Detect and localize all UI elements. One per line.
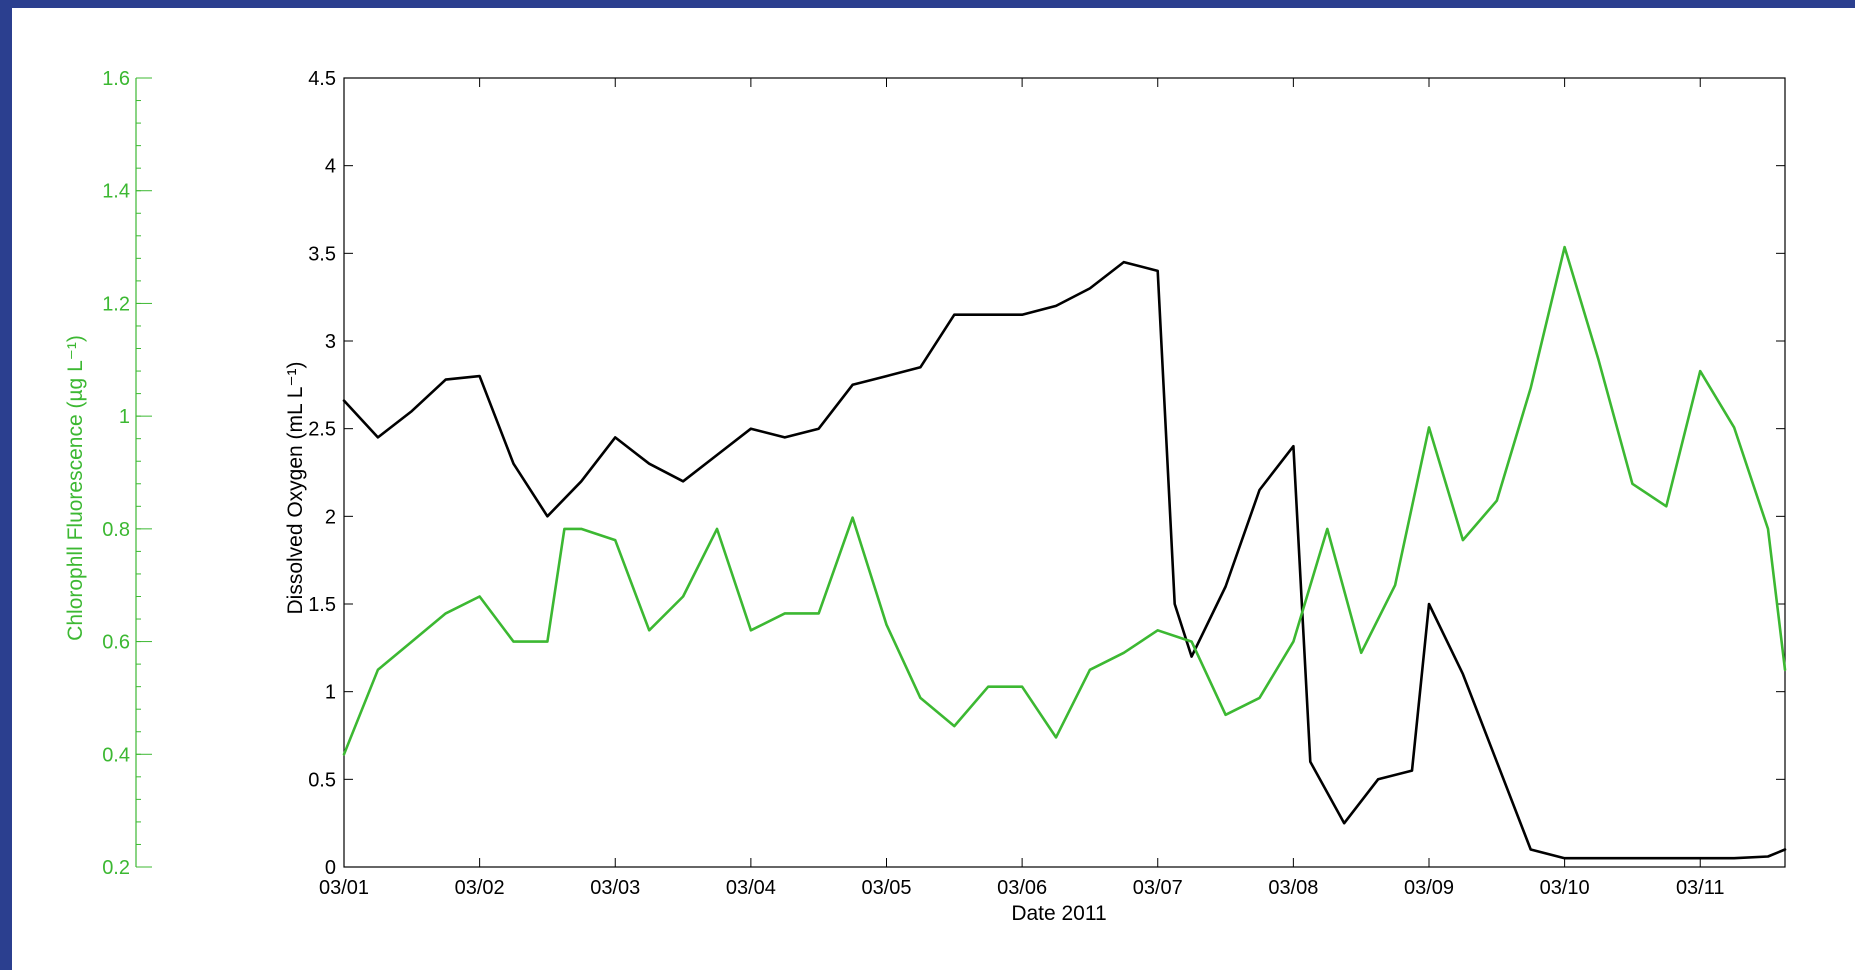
oxygen-tick-label: 3.5 xyxy=(308,243,336,265)
chlorophyll-tick-label: 0.2 xyxy=(102,857,130,879)
x-tick-label: 03/10 xyxy=(1540,877,1590,899)
plot-area xyxy=(343,77,1786,868)
left-y-axis: 0.2 0.4 0.6 0.8 1 1.2 1.4 1.6 xyxy=(102,68,152,879)
x-tick-label: 03/07 xyxy=(1133,877,1183,899)
x-tick-label: 03/05 xyxy=(861,877,911,899)
oxygen-tick-label: 2 xyxy=(325,506,336,528)
chlorophyll-tick-label: 0.6 xyxy=(102,632,130,654)
x-tick-label: 03/02 xyxy=(455,877,505,899)
x-tick-label: 03/04 xyxy=(726,877,776,899)
oxygen-series-line xyxy=(342,260,1787,860)
x-tick-label: 03/08 xyxy=(1268,877,1318,899)
oxygen-tick-label: 0 xyxy=(325,857,336,879)
chlorophyll-tick-label: 1.2 xyxy=(102,293,130,315)
oxygen-axis-title: Dissolved Oxygen (mL L⁻¹) xyxy=(284,361,307,614)
oxygen-tick-label: 3 xyxy=(325,331,336,353)
oxygen-tick-label: 0.5 xyxy=(308,769,336,791)
chlorophyll-axis-title: Chlorophll Fluorescence (µg L⁻¹) xyxy=(64,335,87,641)
x-tick-label: 03/09 xyxy=(1404,877,1454,899)
chlorophyll-tick-label: 0.8 xyxy=(102,519,130,541)
oxygen-tick-label: 4 xyxy=(325,156,336,178)
chlorophyll-tick-label: 1.4 xyxy=(102,181,130,203)
x-tick-label: 03/03 xyxy=(590,877,640,899)
oxygen-y-axis: 0 0.5 1 1.5 2 2.5 3 3.5 4 4.5 xyxy=(308,68,1785,879)
oxygen-tick-label: 1 xyxy=(325,682,336,704)
x-axis-title: Date 2011 xyxy=(1011,902,1106,925)
x-tick-label: 03/06 xyxy=(997,877,1047,899)
x-axis: 03/01 03/02 03/03 03/04 03/05 03/06 03/07 03/08… xyxy=(319,78,1725,899)
x-tick-label: 03/11 xyxy=(1676,877,1725,899)
oxygen-tick-label: 1.5 xyxy=(308,594,336,616)
chlorophyll-series-line xyxy=(342,245,1787,756)
plot-frame xyxy=(343,77,1786,868)
chlorophyll-tick-label: 1.6 xyxy=(102,68,130,90)
chlorophyll-tick-label: 0.4 xyxy=(102,744,130,766)
chlorophyll-tick-label: 1 xyxy=(119,406,130,428)
oxygen-tick-label: 4.5 xyxy=(308,68,336,90)
oxygen-tick-label: 2.5 xyxy=(308,419,336,441)
dual-axis-line-chart: 0.2 0.4 0.6 0.8 1 1.2 1.4 1.6 0 0.5 1 1.5 2 2.5 3 3.5 4… xyxy=(64,68,1787,925)
x-tick-label: 03/01 xyxy=(319,877,369,899)
series-group xyxy=(342,245,1787,860)
figure-frame: 0.2 0.4 0.6 0.8 1 1.2 1.4 1.6 0 0.5 1 1.5 2 2.5 3 3.5 4… xyxy=(12,8,1855,970)
